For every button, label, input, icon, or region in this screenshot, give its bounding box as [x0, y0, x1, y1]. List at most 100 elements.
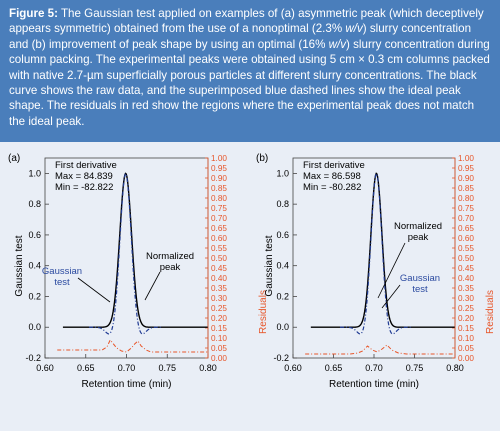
y-right-tick-label: 0.10 — [211, 334, 227, 343]
panel-label: (a) — [8, 153, 20, 164]
y-right-tick-label: 0.90 — [211, 174, 227, 183]
y-left-axis-label: Gaussian test — [264, 235, 275, 296]
y-right-tick-label: 0.50 — [458, 254, 474, 263]
caption-unit-2: w/v — [328, 37, 347, 51]
y-right-tick-label: 0.00 — [211, 354, 227, 363]
y-right-tick-label: 0.40 — [211, 274, 227, 283]
x-tick-label: 0.80 — [446, 363, 464, 373]
figure-caption-box: Figure 5: The Gaussian test applied on e… — [0, 0, 500, 142]
annotation-arrow — [77, 277, 111, 303]
y-right-tick-label: 0.95 — [211, 164, 227, 173]
stats-title: First derivative — [55, 160, 117, 171]
x-tick-label: 0.65 — [325, 363, 343, 373]
annotation-normalized-peak: Normalized — [394, 221, 442, 232]
stats-title: First derivative — [303, 160, 365, 171]
x-tick-label: 0.75 — [406, 363, 424, 373]
annotation-gaussian-test: Gaussian — [42, 266, 82, 277]
y-right-tick-label: 0.15 — [211, 324, 227, 333]
y-right-tick-label: 0.40 — [458, 274, 474, 283]
y-right-tick-label: 0.80 — [211, 194, 227, 203]
y-right-tick-label: 0.55 — [458, 244, 474, 253]
x-axis-label: Retention time (min) — [81, 379, 171, 390]
annotation-arrow — [377, 242, 406, 299]
y-right-tick-label: 0.60 — [458, 234, 474, 243]
y-right-tick-label: 0.30 — [458, 294, 474, 303]
annotation-arrow — [381, 284, 401, 309]
annotation-normalized-peak: peak — [160, 262, 181, 273]
y-right-tick-label: 0.35 — [211, 284, 227, 293]
figure-caption: Figure 5: The Gaussian test applied on e… — [9, 6, 493, 129]
y-right-axis-label: Residuals — [485, 290, 496, 334]
y-right-tick-label: 0.85 — [458, 184, 474, 193]
stats-min: Min = -82.822 — [55, 182, 113, 193]
y-right-tick-label: 0.55 — [211, 244, 227, 253]
y-left-tick-label: 1.0 — [276, 168, 289, 178]
ideal-peak-line — [339, 172, 413, 335]
caption-text-3: ) slurry concentration during column pac… — [9, 37, 490, 128]
y-right-tick-label: 0.45 — [458, 264, 474, 273]
y-right-tick-label: 0.15 — [458, 324, 474, 333]
residuals-line — [305, 344, 455, 355]
y-right-tick-label: 0.05 — [458, 344, 474, 353]
annotation-normalized-peak: Normalized — [146, 251, 194, 262]
y-left-axis-label: Gaussian test — [14, 235, 25, 296]
ideal-peak-line — [89, 172, 163, 335]
x-tick-label: 0.60 — [36, 363, 54, 373]
y-right-tick-label: 0.70 — [211, 214, 227, 223]
y-left-tick-label: 0.0 — [276, 322, 289, 332]
x-tick-label: 0.80 — [199, 363, 217, 373]
x-tick-label: 0.60 — [284, 363, 302, 373]
annotation-gaussian-test: test — [412, 284, 428, 295]
y-right-tick-label: 0.45 — [211, 264, 227, 273]
y-right-tick-label: 0.75 — [458, 204, 474, 213]
y-right-tick-label: 1.00 — [458, 154, 474, 163]
annotation-arrow — [144, 271, 161, 301]
y-left-tick-label: 0.0 — [28, 322, 41, 332]
y-left-tick-label: 0.2 — [276, 291, 289, 301]
y-right-tick-label: 0.65 — [211, 224, 227, 233]
y-right-tick-label: 0.20 — [211, 314, 227, 323]
chart-area: (a) 0.60 0.65 0.70 0.75 0.80 Retention time (m… — [0, 142, 500, 431]
y-left-tick-label: -0.2 — [25, 353, 41, 363]
x-tick-label: 0.65 — [77, 363, 95, 373]
y-right-tick-label: 0.65 — [458, 224, 474, 233]
annotation-gaussian-test: test — [54, 277, 70, 288]
raw-data-line — [62, 172, 208, 328]
stats-max: Max = 86.598 — [303, 171, 361, 182]
y-right-axis-label: Residuals — [258, 290, 269, 334]
y-right-tick-label: 0.10 — [458, 334, 474, 343]
figure-label: Figure 5: — [9, 7, 58, 20]
stats-min: Min = -80.282 — [303, 182, 361, 193]
y-right-tick-label: 0.60 — [211, 234, 227, 243]
y-right-tick-label: 0.95 — [458, 164, 474, 173]
x-axis-label: Retention time (min) — [329, 379, 419, 390]
y-right-tick-label: 0.00 — [458, 354, 474, 363]
x-tick-label: 0.70 — [118, 363, 136, 373]
annotation-gaussian-test: Gaussian — [400, 273, 440, 284]
y-left-tick-label: 0.6 — [276, 230, 289, 240]
y-right-tick-label: 0.30 — [211, 294, 227, 303]
y-left-tick-label: 0.6 — [28, 230, 41, 240]
y-right-tick-label: 0.90 — [458, 174, 474, 183]
y-right-tick-label: 0.75 — [211, 204, 227, 213]
y-left-tick-label: 1.0 — [28, 168, 41, 178]
y-right-tick-label: 0.85 — [211, 184, 227, 193]
y-left-tick-label: 0.4 — [276, 261, 289, 271]
y-right-tick-label: 0.05 — [211, 344, 227, 353]
y-left-tick-label: 0.8 — [28, 199, 41, 209]
x-tick-label: 0.70 — [365, 363, 383, 373]
y-right-tick-label: 0.25 — [458, 304, 474, 313]
y-right-tick-label: 0.25 — [211, 304, 227, 313]
panel-label: (b) — [256, 153, 268, 164]
residuals-line — [57, 339, 208, 353]
annotation-normalized-peak: peak — [408, 232, 429, 243]
caption-text-1: The Gaussian test applied on examples of… — [9, 7, 484, 36]
y-right-tick-label: 0.50 — [211, 254, 227, 263]
y-left-tick-label: 0.2 — [28, 291, 41, 301]
y-right-tick-label: 0.80 — [458, 194, 474, 203]
y-left-tick-label: 0.4 — [28, 261, 41, 271]
y-right-tick-label: 0.35 — [458, 284, 474, 293]
